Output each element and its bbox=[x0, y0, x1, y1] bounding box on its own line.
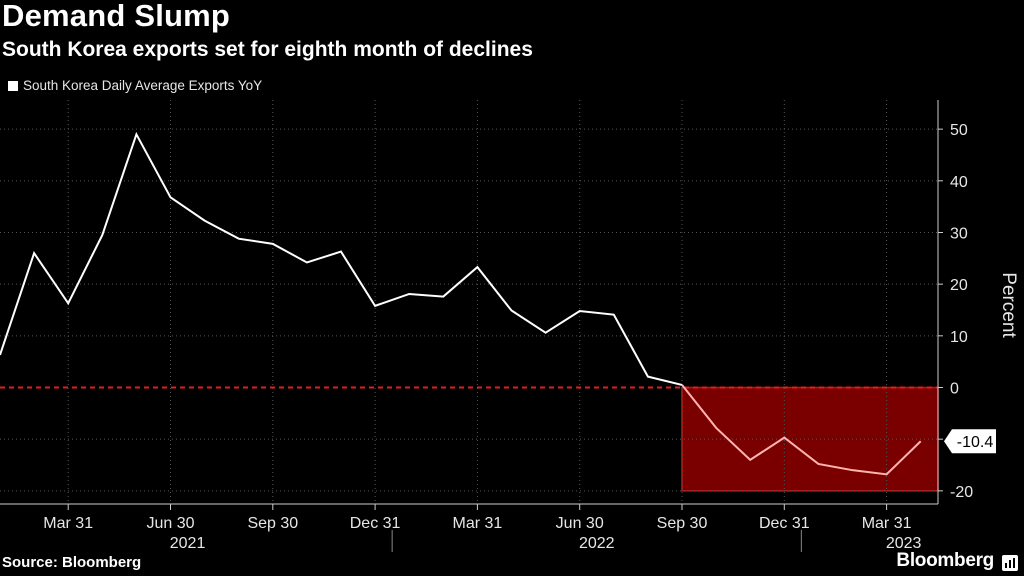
year-label: 2023 bbox=[886, 535, 922, 552]
brand-logo: Bloomberg bbox=[896, 550, 994, 571]
legend: South Korea Daily Average Exports YoY bbox=[8, 78, 262, 93]
x-tick-label: Mar 31 bbox=[43, 515, 93, 532]
labels-layer: -10.4 bbox=[944, 429, 996, 454]
y-tick-label: 10 bbox=[950, 329, 968, 346]
chart-title: Demand Slump bbox=[2, 0, 231, 33]
x-tick-label: Jun 30 bbox=[556, 515, 604, 532]
legend-swatch bbox=[8, 80, 18, 91]
legend-label: South Korea Daily Average Exports YoY bbox=[23, 78, 263, 93]
chart-subtitle: South Korea exports set for eighth month… bbox=[2, 38, 533, 61]
y-axis-label: Percent bbox=[998, 272, 1019, 338]
year-label: 2021 bbox=[170, 535, 206, 552]
series-line-highlighted bbox=[681, 384, 922, 476]
last-value-label: -10.4 bbox=[957, 434, 994, 451]
x-tick-label: Mar 31 bbox=[862, 515, 912, 532]
y-tick-label: 50 bbox=[950, 122, 968, 139]
year-label: 2022 bbox=[579, 535, 615, 552]
last-value-callout bbox=[944, 429, 996, 454]
y-tick-label: 30 bbox=[950, 225, 968, 242]
x-tick-label: Dec 31 bbox=[759, 515, 810, 532]
x-tick-label: Mar 31 bbox=[453, 515, 503, 532]
x-tick-label: Sep 30 bbox=[657, 515, 708, 532]
source-note: Source: Bloomberg bbox=[2, 554, 142, 571]
y-tick-label: 20 bbox=[950, 277, 968, 294]
series-line bbox=[0, 131, 683, 386]
series-layer bbox=[0, 131, 922, 476]
y-tick-label: -20 bbox=[950, 484, 973, 501]
y-tick-label: 0 bbox=[950, 381, 959, 398]
x-tick-label: Sep 30 bbox=[247, 515, 298, 532]
x-tick-label: Jun 30 bbox=[146, 515, 194, 532]
y-tick-label: 40 bbox=[950, 174, 968, 191]
bloomberg-bars-icon bbox=[1002, 555, 1018, 571]
x-tick-label: Dec 31 bbox=[350, 515, 401, 532]
